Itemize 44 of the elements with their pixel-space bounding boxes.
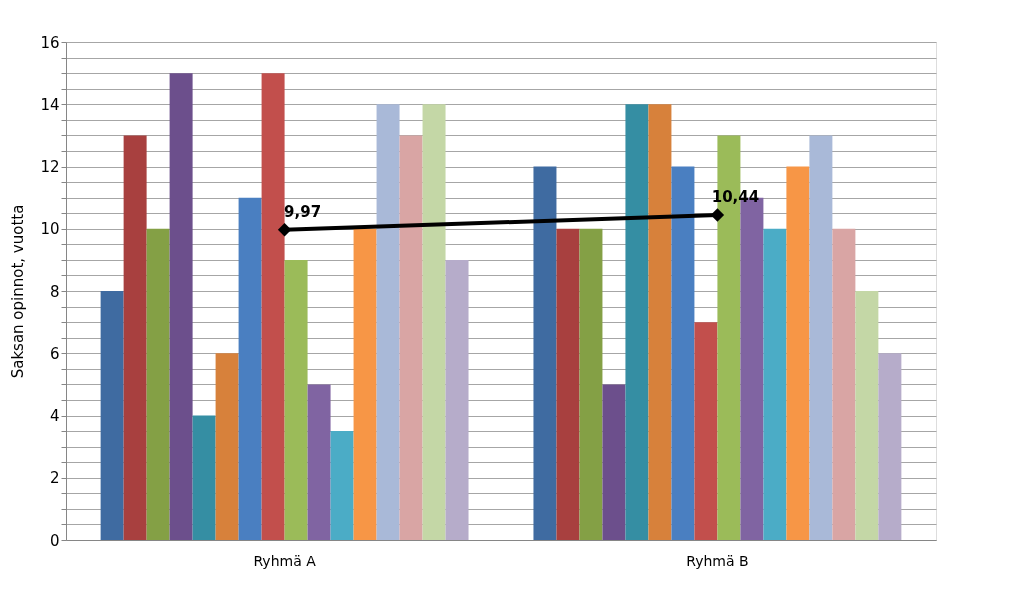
bar bbox=[123, 135, 147, 540]
data-label: 10,44 bbox=[711, 188, 760, 207]
bar bbox=[100, 291, 124, 540]
y-tick-label: 10 bbox=[40, 220, 60, 239]
bar bbox=[556, 228, 580, 540]
bar bbox=[307, 384, 331, 540]
x-tick-label: Ryhmä B bbox=[686, 552, 749, 569]
bar bbox=[261, 73, 285, 540]
bar bbox=[284, 259, 308, 540]
bar bbox=[376, 104, 400, 540]
y-tick-label: 14 bbox=[40, 95, 60, 114]
y-tick-label: 16 bbox=[40, 33, 60, 52]
bar bbox=[878, 353, 902, 540]
bar bbox=[353, 228, 377, 540]
data-label: 9,97 bbox=[284, 202, 322, 221]
bar bbox=[694, 322, 718, 540]
bar bbox=[602, 384, 626, 540]
y-axis-title: Saksan opinnot, vuotta bbox=[9, 204, 28, 379]
y-tick-label: 6 bbox=[49, 344, 60, 363]
y-tick-label: 8 bbox=[49, 282, 60, 301]
bar bbox=[238, 197, 262, 540]
bar bbox=[330, 431, 354, 540]
bar bbox=[625, 104, 649, 540]
bar bbox=[763, 228, 787, 540]
bar bbox=[445, 259, 469, 540]
bar bbox=[399, 135, 423, 540]
bar bbox=[671, 166, 695, 540]
bar bbox=[579, 228, 603, 540]
y-tick-label: 0 bbox=[49, 531, 60, 550]
bar bbox=[855, 291, 879, 540]
y-tick-label: 12 bbox=[40, 158, 60, 176]
x-tick-label: Ryhmä A bbox=[253, 552, 317, 569]
bar bbox=[215, 353, 239, 540]
bar bbox=[809, 135, 833, 540]
bar bbox=[648, 104, 672, 540]
bar bbox=[146, 228, 170, 540]
bar bbox=[422, 104, 446, 540]
bar bbox=[192, 415, 216, 540]
y-tick-label: 2 bbox=[49, 469, 60, 488]
bar bbox=[786, 166, 810, 540]
y-tick-label: 4 bbox=[49, 407, 60, 425]
bar bbox=[832, 228, 856, 540]
bar bbox=[169, 73, 193, 540]
bar bbox=[533, 166, 557, 540]
